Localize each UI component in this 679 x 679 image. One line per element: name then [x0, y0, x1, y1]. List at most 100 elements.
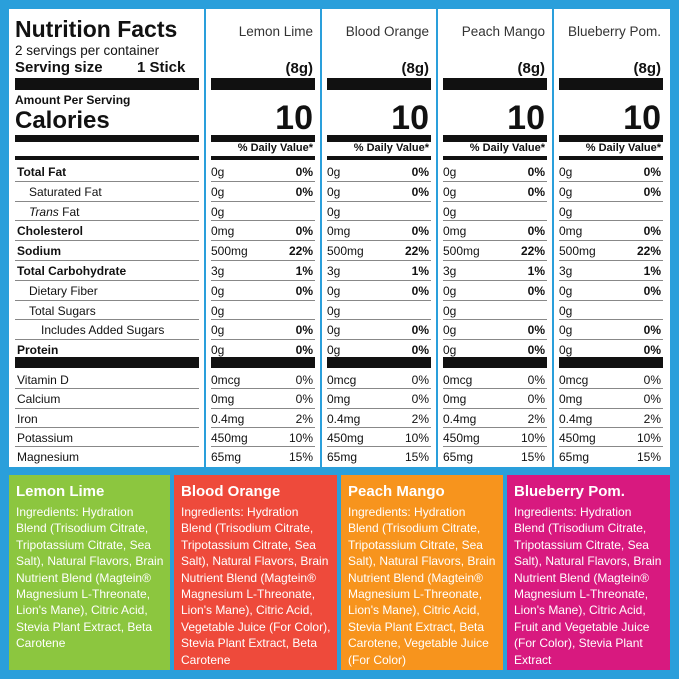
vitamin-dv: 15%: [636, 450, 661, 465]
ingredients-box: Lemon Lime Ingredients: Hydration Blend (…: [9, 475, 170, 670]
divider: [211, 299, 315, 301]
vitamin-amount: 65mg: [327, 450, 358, 465]
vitamin-dv: 2%: [527, 411, 545, 426]
divider: [15, 200, 199, 202]
divider: [211, 279, 315, 281]
nutrient-name-text: Dietary Fiber: [29, 283, 98, 298]
rule: [327, 78, 431, 90]
divider: [443, 260, 547, 261]
nutrient-amount: 0g: [211, 165, 225, 179]
vitamin-dv: 15%: [288, 450, 313, 465]
rule: [559, 156, 663, 160]
nutrient-dv: 22%: [636, 244, 661, 259]
vitamin-dv: 0%: [643, 392, 661, 407]
divider: [443, 240, 547, 242]
nutrient-amount: 0g: [559, 343, 573, 358]
vitamin-dv: 15%: [520, 450, 545, 465]
vitamin-amount: 0.4mg: [211, 411, 245, 426]
divider: [211, 339, 315, 341]
divider: [443, 319, 547, 321]
nutrition-panel: Nutrition Facts 2 servings per container S…: [9, 9, 670, 467]
serving-grams: (8g): [517, 60, 546, 77]
nutrient-amount: 3g: [443, 264, 457, 278]
nutrient-dv: 1%: [527, 264, 545, 278]
nutrient-amount: 0mg: [443, 224, 467, 239]
divider: [559, 299, 663, 301]
vitamin-amount: 0mcg: [443, 373, 473, 387]
divider: [15, 260, 199, 261]
nutrient-dv: 0%: [295, 343, 313, 358]
vitamin-dv: 2%: [295, 411, 313, 426]
nutrient-name-text: Total Sugars: [29, 303, 96, 318]
nutrient-dv: 0%: [411, 165, 429, 179]
nutrient-name: Saturated Fat: [29, 186, 102, 198]
ingredients-box: Blueberry Pom. Ingredients: Hydration Ble…: [507, 475, 670, 670]
nutrient-amount: 0g: [443, 303, 457, 318]
divider: [327, 240, 431, 242]
nutrient-amount: 0mg: [327, 224, 351, 239]
nutrient-dv: 0%: [643, 323, 661, 338]
vitamin-dv: 10%: [404, 430, 429, 445]
nutrient-amount: 0g: [211, 204, 225, 219]
divider: [211, 319, 315, 321]
ingredients-box: Blood Orange Ingredients: Hydration Blend…: [174, 475, 337, 670]
nutrient-name: Total Sugars: [29, 305, 96, 317]
nutrient-dv: 0%: [411, 283, 429, 298]
nutrient-amount: 0g: [559, 323, 573, 338]
vitamin-dv: 10%: [636, 430, 661, 445]
vitamin-amount: 450mg: [443, 430, 480, 445]
nutrient-dv: 0%: [411, 323, 429, 338]
divider: [15, 426, 199, 428]
vitamin-dv: 0%: [527, 392, 545, 407]
divider: [443, 200, 547, 202]
vitamin-dv: 0%: [643, 373, 661, 387]
vitamin-amount: 0mg: [211, 392, 235, 407]
divider: [15, 279, 199, 281]
rule: [15, 135, 199, 142]
vitamin-dv: 10%: [520, 430, 545, 445]
rule: [443, 135, 547, 142]
calories-value: 10: [507, 99, 545, 137]
nutrient-dv: 0%: [643, 184, 661, 199]
divider: [443, 220, 547, 222]
vitamin-name: Calcium: [17, 392, 61, 407]
vitamin-amount: 65mg: [211, 450, 242, 465]
divider: [327, 180, 431, 182]
divider: [15, 339, 199, 341]
rule: [211, 78, 315, 90]
divider: [443, 446, 547, 448]
divider: [327, 388, 431, 390]
nutrient-amount: 0g: [327, 343, 341, 358]
nutrient-amount: 500mg: [443, 244, 480, 259]
divider: [559, 446, 663, 448]
nutrient-amount: 500mg: [327, 244, 364, 259]
serving-grams: (8g): [633, 60, 662, 77]
nutrient-dv: 0%: [643, 165, 661, 179]
nutrient-amount: 3g: [559, 264, 573, 278]
column-divider: [552, 9, 554, 467]
divider: [15, 240, 199, 242]
nutrient-amount: 0g: [211, 283, 225, 298]
rule: [327, 135, 431, 142]
divider: [559, 339, 663, 341]
rule: [211, 156, 315, 160]
nutrient-name: Total Carbohydrate: [17, 265, 126, 277]
nutrient-amount: 0g: [443, 165, 457, 179]
nutrient-dv: 1%: [295, 264, 313, 278]
daily-value-header: % Daily Value*: [353, 142, 429, 154]
nutrient-amount: 0g: [327, 184, 341, 199]
vitamin-name: Vitamin D: [17, 373, 69, 387]
nutrient-amount: 3g: [211, 264, 225, 278]
vitamin-name: Potassium: [17, 430, 74, 445]
calories-value: 10: [275, 99, 313, 137]
vitamin-dv: 0%: [411, 373, 429, 387]
vitamin-amount: 0mg: [327, 392, 351, 407]
divider: [443, 180, 547, 182]
flavor-name: Blood Orange: [345, 24, 429, 39]
vitamin-amount: 0mcg: [559, 373, 589, 387]
divider: [15, 180, 199, 182]
vitamin-amount: 450mg: [211, 430, 248, 445]
divider: [327, 299, 431, 301]
divider: [327, 426, 431, 428]
nutrient-amount: 0g: [211, 323, 225, 338]
